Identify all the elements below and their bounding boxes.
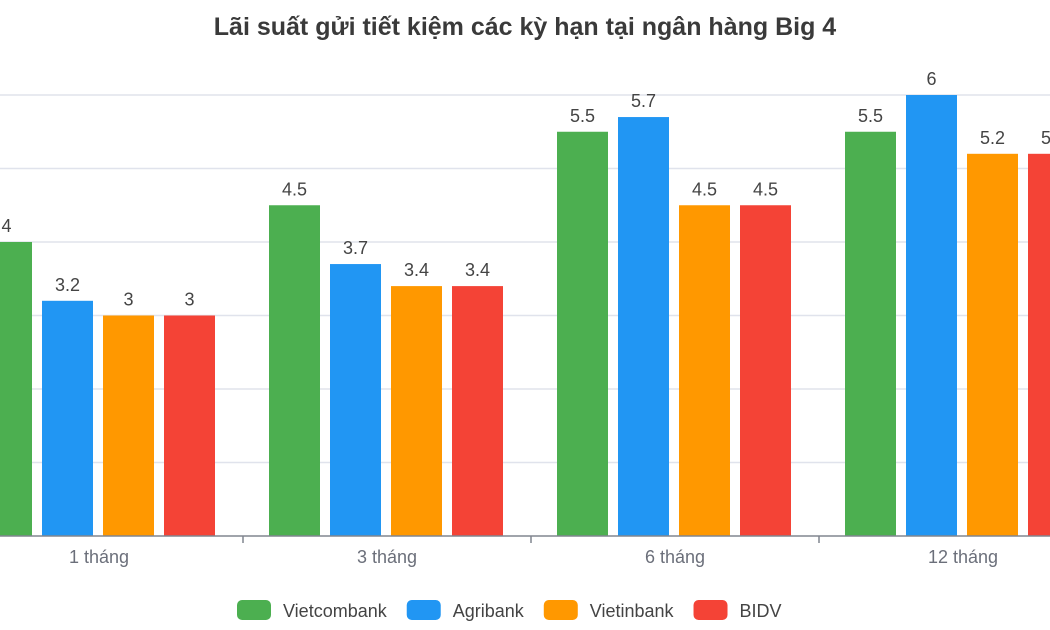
data-label: 4.5	[692, 179, 717, 199]
data-label: 3.4	[404, 260, 429, 280]
data-label: 3.7	[343, 238, 368, 258]
legend-label: BIDV	[740, 601, 782, 621]
data-label: 5.5	[858, 106, 883, 126]
legend-swatch	[543, 600, 578, 620]
chart-title: Lãi suất gửi tiết kiệm các kỳ hạn tại ng…	[214, 13, 837, 41]
bar	[679, 205, 730, 536]
bar	[391, 286, 442, 536]
data-label: 4	[1, 216, 11, 236]
legend: Vietcombank Agribank Vietinbank BIDV	[237, 600, 782, 621]
bar	[618, 117, 669, 537]
bar	[845, 131, 896, 536]
legend-swatch	[237, 600, 271, 620]
data-label: 4.5	[753, 179, 778, 199]
data-label: 6	[926, 69, 936, 89]
legend-item: Vietcombank	[237, 600, 388, 621]
legend-label: Agribank	[453, 601, 525, 621]
x-tick-label: 3 tháng	[357, 547, 417, 567]
legend-label: Vietcombank	[283, 601, 388, 621]
bar	[1028, 153, 1050, 537]
bar	[557, 131, 608, 536]
legend-item: BIDV	[693, 600, 782, 621]
data-label: 5.2	[1041, 128, 1050, 148]
data-label: 4.5	[282, 179, 307, 199]
legend-item: Vietinbank	[543, 600, 675, 621]
bar	[164, 315, 215, 536]
data-label: 3	[184, 290, 194, 310]
bar	[42, 300, 93, 536]
bar	[103, 315, 154, 536]
data-label: 3.4	[465, 260, 490, 280]
data-label: 5.7	[631, 91, 656, 111]
bar	[906, 95, 957, 536]
bar	[269, 205, 320, 536]
data-label: 3	[123, 290, 133, 310]
bar	[0, 242, 32, 536]
x-axis: 1 tháng 3 tháng 6 tháng 12 tháng	[0, 535, 1050, 567]
bar	[967, 153, 1018, 537]
bars: 4 3.2 3 3 4.5 3.7 3.4 3.4 5.5 5.7 4.5 4.5 5.5 6 5.2 5.2	[0, 69, 1050, 537]
bar	[330, 264, 381, 536]
x-tick-label: 1 tháng	[69, 547, 129, 567]
bar	[452, 286, 503, 536]
legend-label: Vietinbank	[590, 601, 675, 621]
legend-item: Agribank	[406, 600, 525, 621]
data-label: 3.2	[55, 275, 80, 295]
data-label: 5.5	[570, 106, 595, 126]
x-tick-label: 12 tháng	[928, 547, 998, 567]
legend-swatch	[406, 600, 441, 620]
data-label: 5.2	[980, 128, 1005, 148]
legend-swatch	[693, 600, 728, 620]
x-tick-label: 6 tháng	[645, 547, 705, 567]
bar	[740, 205, 791, 536]
